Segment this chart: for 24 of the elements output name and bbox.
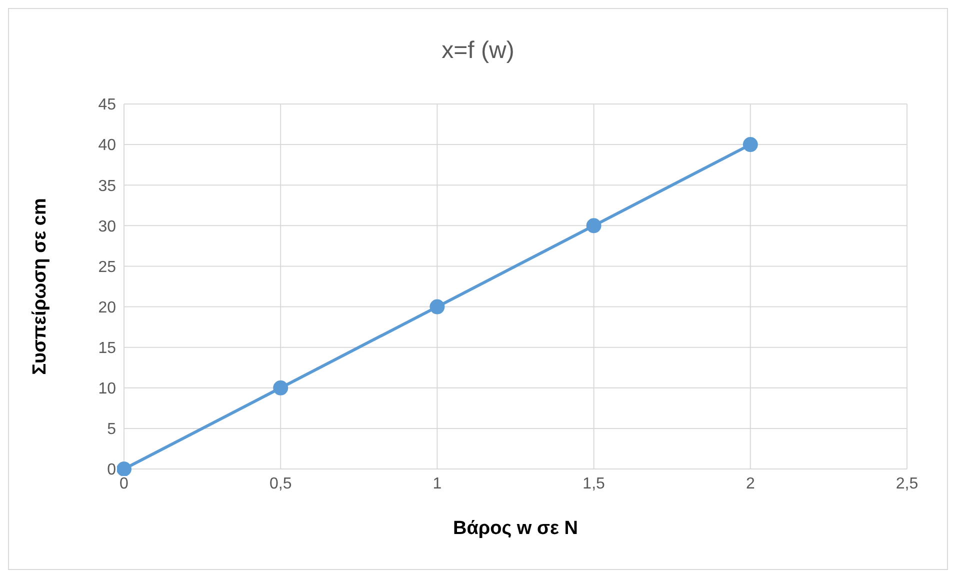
x-axis-title: Βάρος w σε N xyxy=(453,518,578,539)
x-tick-label: 1,5 xyxy=(582,475,606,492)
y-tick-label: 0 xyxy=(107,462,116,479)
y-tick-label: 40 xyxy=(98,137,116,154)
y-tick-label: 30 xyxy=(98,218,116,236)
x-tick-label: 2,5 xyxy=(896,475,918,492)
y-tick-label: 25 xyxy=(98,258,116,276)
y-tick-label: 35 xyxy=(98,178,116,195)
point xyxy=(273,380,288,396)
point xyxy=(430,299,445,314)
y-axis-title: Συσπείρωση σε cm xyxy=(30,198,51,375)
y-tick-label: 5 xyxy=(107,421,116,438)
point xyxy=(742,137,758,152)
x-tick-label: 1 xyxy=(432,475,442,492)
y-tick-label: 15 xyxy=(98,340,116,358)
y-tick-label: 10 xyxy=(98,380,116,398)
x-tick-label: 2 xyxy=(746,475,755,492)
x-tick-label: 0,5 xyxy=(269,475,292,492)
chart-title: x=f (w) xyxy=(440,37,516,65)
x-tick-label: 0 xyxy=(120,475,129,492)
point xyxy=(117,462,132,476)
point xyxy=(586,218,602,234)
y-tick-label: 45 xyxy=(98,96,116,114)
y-tick-label: 20 xyxy=(98,299,116,316)
